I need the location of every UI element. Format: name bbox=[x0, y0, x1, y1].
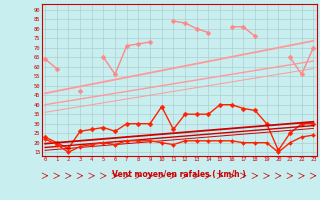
X-axis label: Vent moyen/en rafales ( km/h ): Vent moyen/en rafales ( km/h ) bbox=[112, 170, 246, 179]
